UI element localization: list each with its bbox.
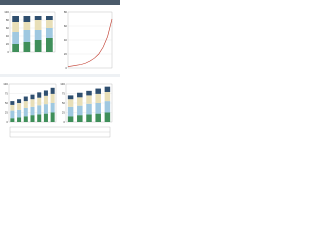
bar-segment <box>43 95 48 105</box>
y-tick-label: 80 <box>64 10 68 14</box>
bar-segment <box>50 112 55 122</box>
y-tick-label: 60 <box>6 26 10 30</box>
bar-segment <box>86 103 92 115</box>
bar-segment <box>95 93 101 103</box>
bar-segment <box>86 90 92 96</box>
bar-segment <box>37 97 42 106</box>
bar-segment <box>23 42 31 52</box>
y-tick-label: 40 <box>64 38 68 42</box>
bar-segment <box>23 96 28 102</box>
bar-segment <box>17 103 22 110</box>
bar-segment <box>46 20 53 28</box>
bar-segment <box>50 93 55 103</box>
bar-segment <box>77 92 83 98</box>
y-tick-label: 80 <box>6 18 10 22</box>
bar-segment <box>67 116 74 122</box>
bar-segment <box>50 103 55 113</box>
bar-segment <box>23 30 31 42</box>
bar-segment <box>46 38 53 52</box>
y-tick-label: 25 <box>5 111 9 115</box>
bar-segment <box>17 117 22 122</box>
bar-segment <box>77 105 83 116</box>
y-tick-label: 0 <box>6 120 8 124</box>
bar-segment <box>104 91 111 102</box>
bar-segment <box>12 32 19 44</box>
y-tick-label: 40 <box>6 34 10 38</box>
bar-segment <box>23 22 31 30</box>
y-tick-label: 0 <box>7 50 9 54</box>
bar-segment <box>46 16 53 20</box>
section-band <box>0 74 120 77</box>
bar-segment <box>50 87 55 94</box>
bar-segment <box>23 116 28 122</box>
bar-segment <box>23 16 31 22</box>
bar-segment <box>30 94 35 100</box>
bar-segment <box>43 113 48 122</box>
y-tick-label: 0 <box>65 66 67 70</box>
bar-segment <box>37 105 42 115</box>
bar-segment <box>37 114 42 122</box>
bar-segment <box>86 114 92 122</box>
bar-segment <box>104 86 111 92</box>
bar-segment <box>34 16 42 20</box>
y-tick-label: 25 <box>62 111 66 115</box>
y-tick-label: 100 <box>4 10 9 14</box>
y-tick-label: 50 <box>5 101 9 105</box>
bar-segment <box>10 101 15 105</box>
bar-segment <box>12 44 19 52</box>
bar-segment <box>12 16 19 22</box>
y-tick-label: 0 <box>63 120 65 124</box>
bar-segment <box>67 95 74 100</box>
bar-segment <box>104 101 111 113</box>
bar-segment <box>30 106 35 116</box>
line <box>67 18 113 67</box>
bar-segment <box>67 106 74 117</box>
bar-segment <box>34 40 42 52</box>
bar-segment <box>67 99 74 107</box>
bar-segment <box>95 103 101 114</box>
bar-segment <box>77 115 83 122</box>
bar-segment <box>34 20 42 30</box>
page: 0 20 40 60 80 100 0 20 40 60 80 0 25 50 75 100 0 25 50 75 10… <box>0 0 120 138</box>
bar-segment <box>86 95 92 104</box>
bar-segment <box>10 110 15 119</box>
bar-segment <box>95 113 101 122</box>
header-bar <box>0 0 120 5</box>
bar-segment <box>23 107 28 117</box>
bar-segment <box>17 109 22 118</box>
bar-segment <box>104 112 111 122</box>
bar-segment <box>43 104 48 114</box>
y-tick-label: 20 <box>6 42 10 46</box>
bar-segment <box>30 115 35 122</box>
bar-segment <box>12 22 19 32</box>
y-tick-label: 50 <box>62 101 66 105</box>
bar-segment <box>10 118 15 122</box>
y-tick-label: 20 <box>64 52 68 56</box>
bar-segment <box>77 97 83 106</box>
bar-segment <box>10 104 15 111</box>
bar-segment <box>43 90 48 96</box>
y-tick-label: 100 <box>60 82 65 86</box>
y-tick-label: 100 <box>3 82 8 86</box>
bar-segment <box>17 99 22 103</box>
bar-segment <box>95 88 101 94</box>
bar-segment <box>34 30 42 40</box>
bar-segment <box>23 101 28 108</box>
y-tick-label: 60 <box>64 24 68 28</box>
y-tick-label: 75 <box>62 92 66 96</box>
bar-segment <box>46 28 53 38</box>
y-tick-label: 75 <box>5 92 9 96</box>
bar-segment <box>30 99 35 107</box>
bar-segment <box>37 92 42 98</box>
